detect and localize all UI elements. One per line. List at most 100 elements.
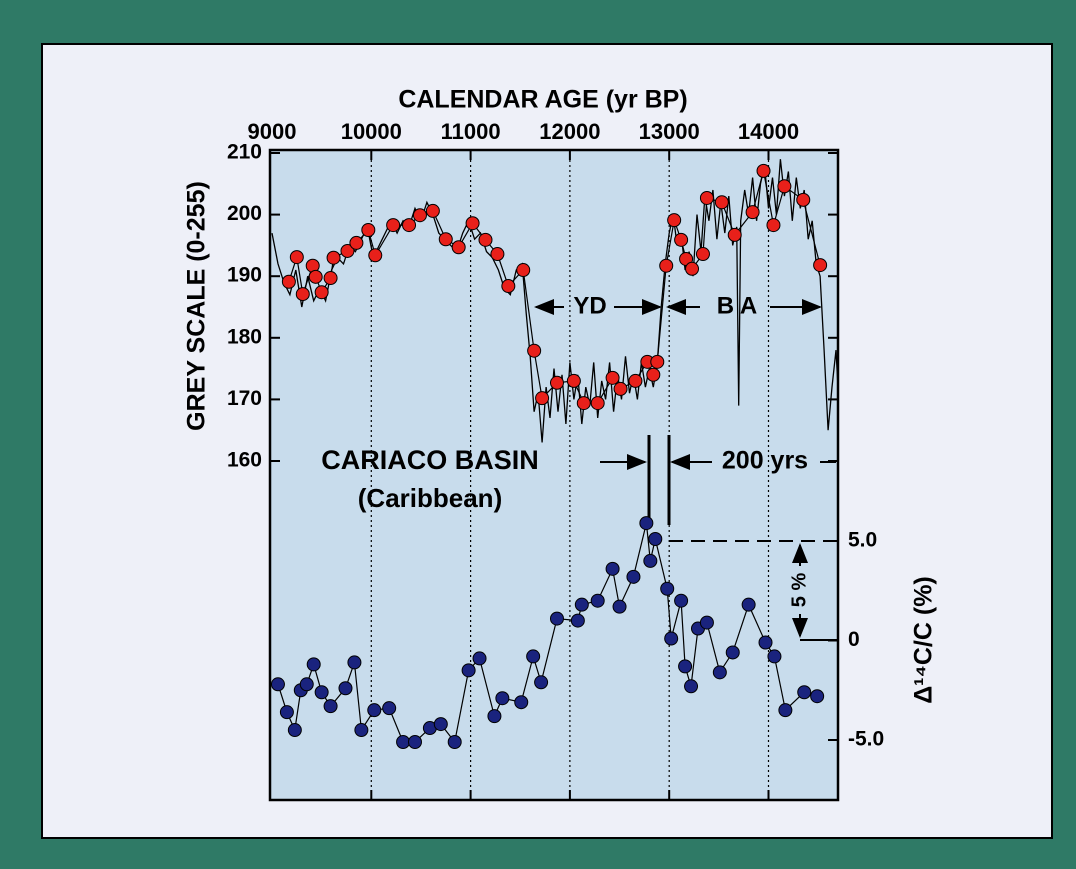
- data-point: [639, 516, 654, 531]
- data-point: [796, 192, 811, 207]
- data-point: [495, 691, 510, 706]
- y-axis-title: GREY SCALE (0-255): [183, 181, 211, 431]
- data-point: [349, 235, 364, 250]
- y-tick-label: 0: [848, 628, 860, 651]
- data-point: [270, 677, 285, 692]
- data-point: [725, 645, 740, 660]
- data-point: [797, 685, 812, 700]
- data-point: [289, 250, 304, 265]
- data-point: [664, 631, 679, 646]
- data-point: [472, 651, 487, 666]
- data-point: [386, 218, 401, 233]
- data-point: [465, 216, 480, 231]
- data-point: [308, 269, 323, 284]
- data-point: [590, 396, 605, 411]
- data-point: [514, 695, 529, 710]
- plot-area: [268, 148, 840, 802]
- x-tick-label: 12000: [539, 119, 600, 144]
- data-point: [287, 723, 302, 738]
- data-point: [549, 375, 564, 390]
- annotation: YD: [573, 292, 606, 319]
- data-point: [347, 655, 362, 670]
- data-point: [425, 203, 440, 218]
- data-point: [699, 190, 714, 205]
- data-point: [712, 665, 727, 680]
- data-point: [438, 232, 453, 247]
- data-point: [407, 734, 422, 749]
- data-point: [306, 657, 321, 672]
- data-point: [678, 659, 693, 674]
- annotation: 5 %: [788, 573, 810, 608]
- y-tick-label: 170: [227, 387, 262, 410]
- y-tick-label: -5.0: [848, 728, 884, 751]
- data-point: [570, 613, 585, 628]
- data-point: [667, 213, 682, 228]
- x-tick-label: 13000: [639, 119, 700, 144]
- data-point: [279, 705, 294, 720]
- data-point: [699, 615, 714, 630]
- data-point: [659, 258, 674, 273]
- data-point: [767, 649, 782, 664]
- annotation: 200 yrs: [722, 447, 808, 475]
- annotation: (Caribbean): [358, 483, 502, 513]
- data-point: [714, 195, 729, 210]
- data-point: [777, 179, 792, 194]
- data-point: [534, 675, 549, 690]
- data-point: [727, 227, 742, 242]
- data-point: [674, 232, 689, 247]
- data-point: [451, 240, 466, 255]
- data-point: [340, 243, 355, 258]
- data-point: [412, 208, 427, 223]
- data-point: [684, 679, 699, 694]
- data-point: [299, 677, 314, 692]
- data-point: [487, 709, 502, 724]
- data-point: [650, 354, 665, 369]
- data-point: [338, 681, 353, 696]
- x-tick-label: 14000: [738, 119, 799, 144]
- data-point: [314, 285, 329, 300]
- data-point: [758, 635, 773, 650]
- y-tick-label: 180: [227, 325, 262, 348]
- x-tick-label: 10000: [341, 119, 402, 144]
- data-point: [613, 381, 628, 396]
- data-point: [674, 593, 689, 608]
- x-tick-label: 9000: [248, 119, 297, 144]
- y-tick-label: 5.0: [848, 529, 877, 552]
- data-point: [535, 391, 550, 406]
- data-point: [685, 261, 700, 276]
- data-point: [626, 569, 641, 584]
- y-tick-label: 200: [227, 202, 262, 225]
- data-point: [612, 599, 627, 614]
- data-point: [745, 205, 760, 220]
- data-point: [368, 248, 383, 263]
- data-point: [323, 271, 338, 286]
- annotation: CARIACO BASIN: [321, 445, 539, 475]
- data-point: [766, 218, 781, 233]
- data-point: [810, 689, 825, 704]
- data-point: [643, 553, 658, 568]
- data-point: [433, 717, 448, 732]
- data-point: [646, 367, 661, 382]
- data-point: [590, 593, 605, 608]
- data-point: [314, 685, 329, 700]
- data-point: [526, 649, 541, 664]
- data-point: [516, 263, 531, 278]
- data-point: [326, 250, 341, 265]
- data-point: [323, 699, 338, 714]
- data-point: [447, 734, 462, 749]
- data-point: [396, 734, 411, 749]
- data-point: [549, 611, 564, 626]
- data-point: [478, 232, 493, 247]
- data-point: [501, 279, 516, 294]
- data-point: [295, 287, 310, 302]
- data-point: [605, 370, 620, 385]
- data-point: [490, 247, 505, 262]
- x-axis-title: CALENDAR AGE (yr BP): [398, 86, 687, 114]
- data-point: [605, 561, 620, 576]
- data-point: [361, 223, 376, 237]
- y-axis-title: Δ¹⁴C/C (%): [910, 576, 938, 704]
- data-point: [576, 396, 591, 411]
- data-point: [382, 701, 397, 716]
